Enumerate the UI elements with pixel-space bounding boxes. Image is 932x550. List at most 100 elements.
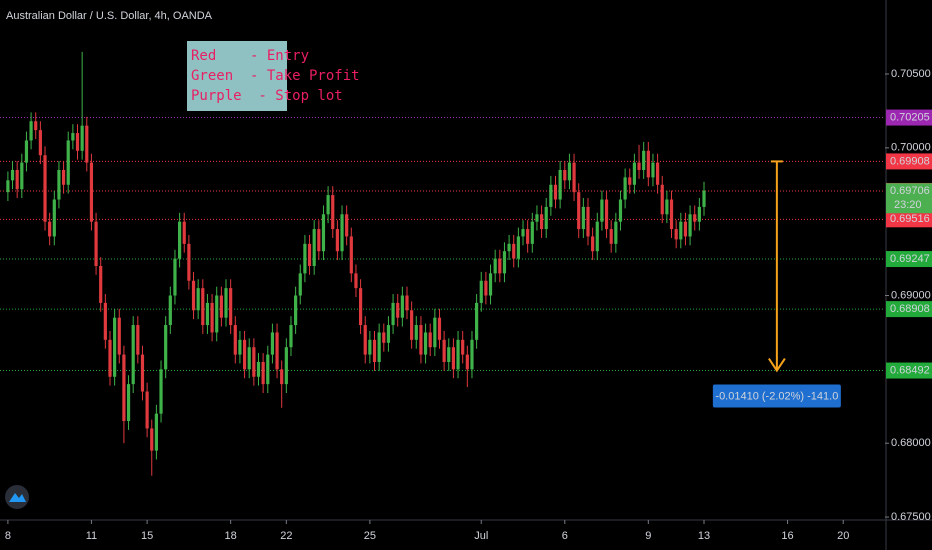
legend-box: Red - Entry Green - Take Profit Purple -…	[187, 41, 360, 111]
candle-body	[145, 391, 149, 429]
candle-body	[656, 162, 660, 185]
price-label-bg	[886, 251, 932, 268]
candle-body	[526, 229, 530, 244]
measure-arrowhead	[768, 357, 786, 373]
candle-body	[261, 361, 265, 385]
price-label: 0.69247	[890, 253, 930, 265]
candle-body	[154, 413, 158, 451]
x-tick-label: 22	[280, 530, 292, 542]
candle-body	[61, 169, 66, 185]
candle-body	[405, 295, 409, 311]
candle-body	[280, 369, 284, 385]
candle-body	[363, 325, 367, 355]
candle-body	[609, 229, 613, 244]
x-tick-label: 20	[837, 530, 849, 542]
candle-body	[646, 150, 650, 178]
candle-body	[298, 273, 302, 296]
candle-body	[85, 125, 89, 163]
candle-body	[563, 169, 567, 181]
measure-label-bg	[712, 384, 841, 408]
x-tick-label: 9	[645, 530, 651, 542]
candle-body	[683, 221, 688, 237]
candle-body	[215, 295, 219, 333]
candle-body	[99, 265, 103, 303]
candle-body	[382, 332, 386, 343]
x-tick-label: 16	[781, 530, 793, 542]
candle-body	[498, 258, 502, 274]
candle-body	[187, 243, 191, 281]
candle-body	[586, 206, 590, 237]
candle-body	[219, 295, 223, 318]
candle-body	[10, 169, 15, 181]
candle-body	[57, 169, 61, 200]
candle-body	[535, 214, 539, 222]
candle-body	[539, 214, 544, 230]
candle-body	[284, 347, 288, 385]
candle-body	[358, 288, 363, 326]
candle-body	[29, 121, 33, 141]
y-tick-label: 0.70000	[891, 142, 931, 154]
candle-body	[349, 236, 353, 274]
countdown: 23:20	[894, 199, 922, 211]
candle-body	[335, 229, 339, 252]
candle-body	[660, 184, 664, 215]
price-label: 0.69908	[890, 155, 930, 167]
candle-body	[159, 369, 163, 414]
y-tick-label: 0.69000	[891, 289, 931, 301]
candle-body	[451, 347, 456, 370]
candle-body	[665, 199, 669, 215]
price-label: 0.68492	[890, 364, 930, 376]
candle-body	[331, 195, 335, 230]
candle-body	[475, 302, 479, 340]
candle-body	[442, 339, 446, 362]
candle-body	[20, 162, 24, 190]
candle-body	[48, 221, 52, 237]
y-tick-label: 0.68000	[891, 437, 931, 449]
candle-body	[247, 347, 251, 370]
candle-body	[591, 236, 595, 252]
candle-body	[549, 184, 553, 207]
legend-line: Red - Entry	[191, 48, 309, 64]
x-tick-label: 15	[141, 530, 153, 542]
price-label: 0.70205	[890, 111, 930, 123]
candle-body	[437, 317, 442, 340]
candle-body	[688, 214, 692, 237]
candle-body	[410, 310, 414, 340]
candle-body	[238, 339, 242, 355]
candle-body	[201, 288, 205, 326]
candle-body	[642, 150, 646, 170]
candle-body	[456, 339, 460, 370]
candle-body	[168, 295, 172, 326]
candle-body	[312, 229, 316, 266]
candle-body	[182, 221, 186, 244]
candle-body	[345, 214, 349, 237]
candle-body	[275, 332, 279, 370]
candle-body	[52, 199, 56, 237]
candle-body	[428, 332, 432, 348]
current-price-bg	[886, 183, 932, 214]
candle-body	[544, 206, 548, 230]
candle-body	[479, 280, 483, 303]
candle-body	[317, 229, 321, 252]
candle-body	[414, 325, 418, 340]
candle-body	[38, 130, 42, 156]
candle-body	[34, 121, 38, 131]
candle-body	[340, 214, 344, 252]
candle-body	[24, 140, 29, 163]
candle-body	[600, 199, 604, 222]
candle-body	[391, 302, 395, 326]
candle-body	[377, 332, 381, 362]
candle-body	[242, 339, 247, 370]
candle-body	[614, 221, 618, 244]
candle-body	[289, 325, 293, 348]
candle-body	[512, 243, 516, 259]
candle-body	[224, 288, 228, 318]
candle-body	[256, 361, 261, 377]
candle-body	[400, 295, 404, 318]
candle-body	[321, 214, 326, 252]
x-tick-label: 18	[225, 530, 237, 542]
legend-line: Purple - Stop lot	[191, 88, 343, 104]
